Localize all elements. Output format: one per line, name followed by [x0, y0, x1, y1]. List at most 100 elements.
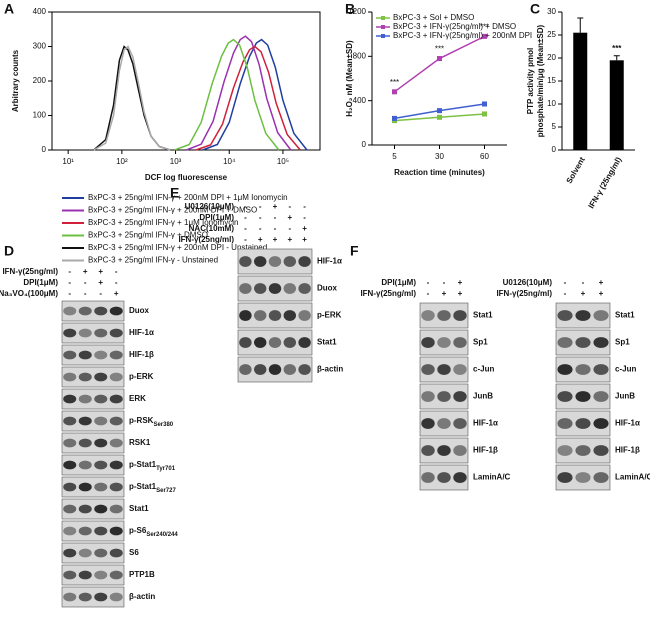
condition-sign: + — [302, 224, 307, 233]
x-tick-label: IFN-γ (25ng/ml) — [587, 155, 624, 210]
band-name: HIF-1β — [129, 350, 154, 359]
band — [239, 283, 252, 294]
condition-label: DPI(1μM) — [199, 213, 234, 222]
y-tick-label: 400 — [353, 96, 367, 105]
band — [283, 337, 297, 348]
condition-sign: - — [68, 289, 71, 298]
band — [437, 418, 451, 429]
band-name: Stat1 — [317, 338, 337, 347]
band — [109, 504, 123, 514]
band-label: Sp1 — [615, 338, 630, 347]
y-axis-label: Arbitrary counts — [11, 49, 20, 112]
band-label: PTP1B — [129, 570, 155, 579]
band — [283, 364, 297, 375]
band — [575, 337, 591, 348]
band-subscript: Ser240/244 — [146, 532, 178, 538]
error-bar — [577, 17, 584, 33]
point — [392, 89, 397, 95]
y-tick-label: 20 — [547, 53, 556, 62]
point — [437, 56, 442, 62]
band — [78, 548, 92, 558]
band — [453, 445, 467, 456]
condition-label: NAC(10mM) — [189, 224, 235, 233]
band — [78, 570, 92, 580]
band — [557, 364, 573, 375]
condition-sign: - — [244, 224, 247, 233]
band — [78, 504, 92, 514]
band — [421, 472, 435, 483]
band-label: JunB — [473, 392, 493, 401]
band — [557, 310, 573, 321]
band-name: p-ERK — [317, 311, 342, 320]
band — [94, 328, 108, 338]
band — [109, 548, 123, 558]
band — [239, 337, 252, 348]
blot-strip — [61, 344, 125, 366]
condition-sign: + — [287, 235, 292, 244]
band — [253, 337, 267, 348]
band-name: Sp1 — [473, 338, 488, 347]
band — [63, 482, 77, 492]
band — [593, 310, 609, 321]
condition-sign: - — [288, 224, 291, 233]
blot-strip — [61, 586, 125, 608]
band-label: Sp1 — [473, 338, 488, 347]
band — [78, 460, 92, 470]
y-tick-label: 10 — [547, 99, 556, 108]
band-label: HIF-1α — [473, 419, 498, 428]
band — [109, 438, 123, 448]
band — [109, 482, 123, 492]
band-name: c-Jun — [473, 365, 494, 374]
band-name: Stat1 — [473, 311, 493, 320]
band — [63, 504, 77, 514]
band — [94, 526, 108, 536]
band-name: p-Stat1 — [129, 482, 157, 491]
band — [283, 283, 297, 294]
band — [94, 350, 108, 360]
point — [482, 33, 487, 39]
condition-sign: - — [115, 278, 118, 287]
y-tick-label: 0 — [552, 145, 557, 154]
band — [437, 310, 451, 321]
band — [78, 438, 92, 448]
condition-sign: + — [273, 235, 278, 244]
histogram-line — [93, 45, 171, 151]
condition-sign: + — [302, 235, 307, 244]
condition-sign: - — [303, 202, 306, 211]
band — [453, 391, 467, 402]
band — [268, 337, 282, 348]
band-label: HIF-1β — [129, 350, 154, 359]
condition-sign: - — [427, 289, 430, 298]
band — [78, 328, 92, 338]
band — [575, 310, 591, 321]
band — [268, 256, 282, 267]
blot-strip — [61, 542, 125, 564]
legend-label: BxPC-3 + 25ng/ml IFN-γ + 200nM DPI + 1μM… — [88, 193, 288, 202]
band-label: LaminA/C — [473, 473, 511, 482]
band-name: p-RSK — [129, 416, 154, 425]
band — [94, 460, 108, 470]
condition-label: U0126(10μM) — [185, 202, 235, 211]
x-tick-label: 30 — [435, 152, 444, 161]
point-label: *** — [390, 78, 399, 87]
band — [557, 445, 573, 456]
band — [437, 472, 451, 483]
condition-sign: - — [259, 202, 262, 211]
band — [283, 256, 297, 267]
axis-frame — [51, 11, 321, 151]
band-label: p-S6Ser240/244 — [129, 526, 178, 537]
band — [78, 306, 92, 316]
condition-sign: - — [259, 213, 262, 222]
band — [298, 256, 311, 267]
band — [78, 526, 92, 536]
band — [253, 364, 267, 375]
band — [109, 328, 123, 338]
condition-sign: - — [244, 202, 247, 211]
condition-sign: - — [99, 289, 102, 298]
band-label: HIF-1α — [615, 419, 640, 428]
band — [63, 592, 77, 602]
y-axis-label: PTP activity pmol — [526, 48, 535, 115]
band — [575, 472, 591, 483]
band-subscript: Ser380 — [153, 422, 173, 428]
x-tick-label: 60 — [480, 152, 489, 161]
